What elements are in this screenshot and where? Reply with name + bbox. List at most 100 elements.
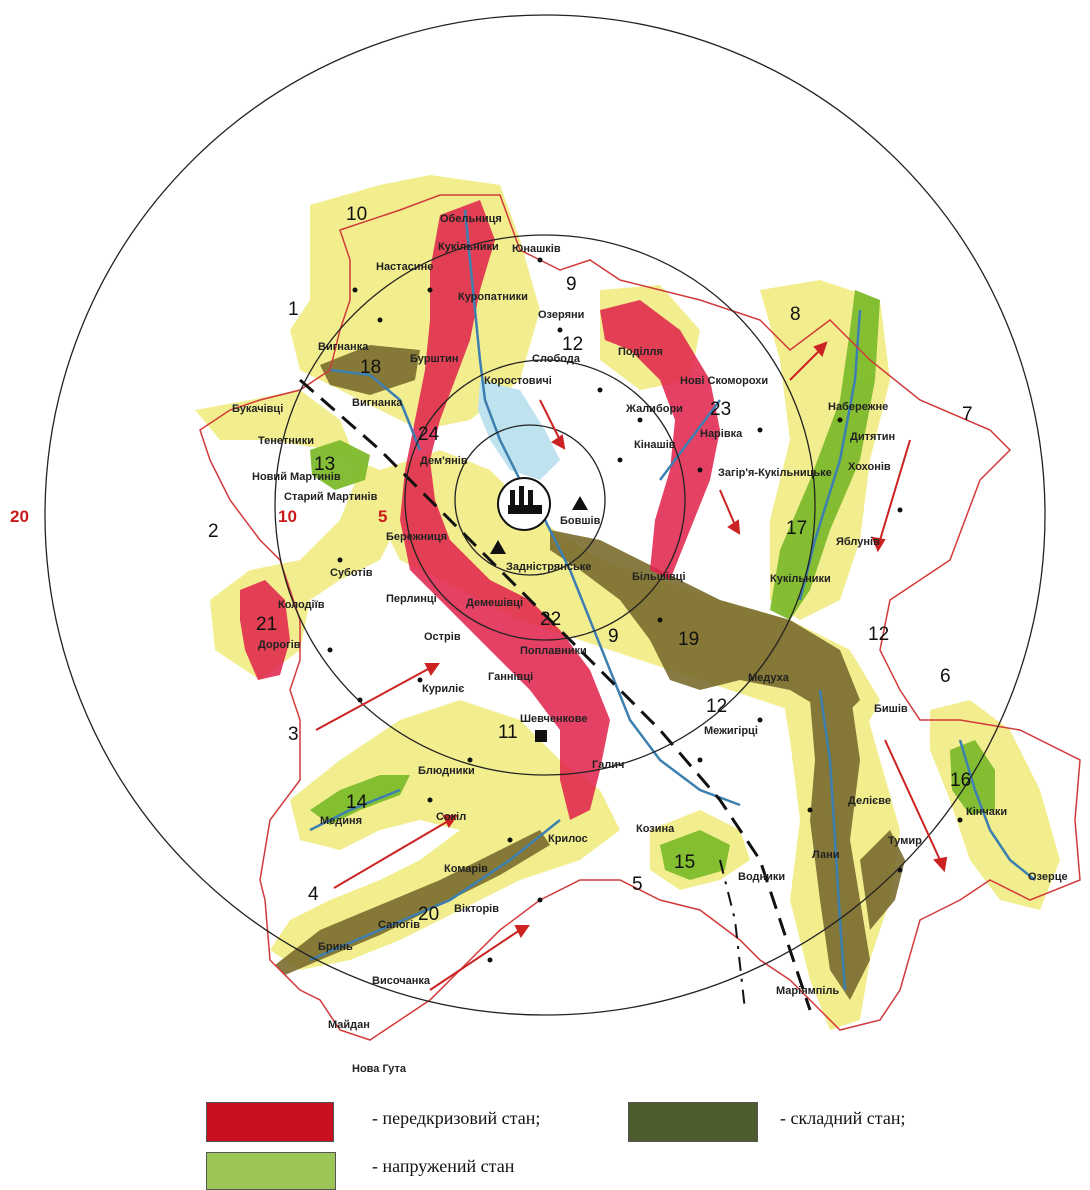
zone-southeast-olive bbox=[810, 690, 870, 1000]
place-label: Кінашів bbox=[634, 439, 676, 451]
zone-numbers: 1 2 3 4 5 6 7 8 9 9 10 11 12 12 12 12 13… bbox=[208, 204, 973, 925]
place-label: Шевченкове bbox=[520, 713, 587, 725]
legend-label-complex: - складний стан; bbox=[780, 1108, 906, 1128]
place-label: Дем'янів bbox=[420, 455, 468, 467]
zone-17 bbox=[770, 290, 880, 620]
zone-number: 19 bbox=[678, 629, 699, 650]
place-label: Яблунів bbox=[836, 536, 880, 548]
place-label: Нові Скоморохи bbox=[680, 375, 768, 387]
place-label: Жалибори bbox=[625, 403, 683, 415]
place-label: Дитятин bbox=[850, 431, 895, 443]
place-label: Юнашків bbox=[512, 243, 561, 255]
zone-number: 12 bbox=[562, 334, 583, 355]
river-8 bbox=[309, 788, 401, 832]
zone-number: 21 bbox=[256, 614, 277, 635]
zone-number: 8 bbox=[790, 304, 801, 325]
river-4 bbox=[309, 819, 561, 962]
place-label: Старий Мартинів bbox=[284, 491, 378, 503]
landmark-markers bbox=[490, 496, 588, 742]
place-label: Загір'я-Кукільницьке bbox=[718, 467, 832, 479]
place-label: Кукільники bbox=[770, 573, 831, 585]
place-label: Сокіл bbox=[436, 811, 466, 823]
place-label: Колодіїв bbox=[278, 599, 325, 611]
place-label: Обельниця bbox=[440, 213, 502, 225]
zone-number: 7 bbox=[962, 404, 973, 425]
place-label: Поплавники bbox=[520, 645, 587, 657]
place-label: Водники bbox=[738, 871, 785, 883]
zone-21 bbox=[240, 580, 290, 680]
triangle-marker-icon bbox=[572, 496, 588, 510]
zone-15 bbox=[660, 830, 730, 880]
zone-number: 24 bbox=[418, 424, 440, 445]
place-label: Озерце bbox=[1028, 871, 1068, 883]
place-label: Настасине bbox=[376, 261, 433, 273]
place-label: Височанка bbox=[372, 975, 431, 987]
fault-line-2 bbox=[719, 859, 746, 1011]
legend-swatch-pre-crisis bbox=[206, 1102, 334, 1142]
place-label: Нова Гута bbox=[352, 1063, 407, 1075]
zone-number: 12 bbox=[706, 696, 727, 717]
place-label: Перлинці bbox=[386, 593, 437, 605]
place-label: Слобода bbox=[532, 353, 581, 365]
fault-line bbox=[299, 378, 812, 1011]
pre-crisis-zones bbox=[240, 200, 720, 820]
legend-swatch-tense bbox=[206, 1152, 336, 1190]
zone-number: 15 bbox=[674, 852, 695, 873]
distance-rings bbox=[44, 14, 1046, 1016]
ring-label-5: 5 bbox=[378, 507, 387, 526]
ring-label-20: 20 bbox=[10, 507, 29, 526]
place-label: Тумир bbox=[888, 835, 922, 847]
zone-number: 9 bbox=[608, 626, 619, 647]
square-marker-icon bbox=[535, 730, 547, 742]
place-label: Тенетники bbox=[258, 435, 314, 447]
tense-state-zones bbox=[310, 290, 995, 880]
place-label: Куриліє bbox=[422, 683, 464, 695]
zone-number: 16 bbox=[950, 770, 971, 791]
settlement-labels: Обельниця Кукільники Юнашків Настасине К… bbox=[232, 213, 1068, 1075]
zone-number: 4 bbox=[308, 884, 319, 905]
river-7 bbox=[659, 399, 721, 481]
zone-number: 11 bbox=[498, 722, 518, 743]
place-label: Поділля bbox=[618, 346, 663, 358]
ring-label-10: 10 bbox=[278, 507, 297, 526]
zone-19 bbox=[550, 530, 860, 720]
place-label: Вікторів bbox=[454, 903, 499, 915]
place-label: Сапогів bbox=[378, 919, 420, 931]
place-label: Вигнанка bbox=[318, 341, 369, 353]
place-label: Демешівці bbox=[466, 597, 523, 609]
flow-arrows bbox=[315, 341, 948, 991]
zone-24-22 bbox=[400, 200, 610, 820]
zone-lanu-olive bbox=[860, 830, 905, 930]
place-label: Делієве bbox=[848, 795, 891, 807]
zone-14 bbox=[310, 775, 410, 825]
place-label: Набережне bbox=[828, 401, 888, 413]
place-label: Крилос bbox=[548, 833, 588, 845]
place-label: Кінчаки bbox=[966, 806, 1007, 818]
place-label: Суботів bbox=[330, 567, 373, 579]
place-label: Галич bbox=[592, 759, 624, 771]
river-5 bbox=[818, 689, 847, 991]
place-label: Бовшів bbox=[560, 515, 601, 527]
legend-label-pre-crisis: - передкризовий стан; bbox=[372, 1108, 541, 1128]
zone-number: 1 bbox=[288, 299, 299, 320]
place-label: Майдан bbox=[328, 1019, 370, 1031]
zone-18 bbox=[320, 345, 420, 395]
impact-zone-map: 20 10 5 1 2 3 4 5 6 7 8 9 9 10 11 12 12 … bbox=[10, 14, 1081, 1075]
river-6 bbox=[958, 739, 1036, 881]
legend: - передкризовий стан; - складний стан; -… bbox=[0, 1090, 1090, 1190]
legend-swatch-complex bbox=[628, 1102, 758, 1142]
place-label: Озеряни bbox=[538, 309, 584, 321]
zone-number: 12 bbox=[868, 624, 889, 645]
ring-5km bbox=[404, 359, 686, 641]
place-label: Нарівка bbox=[700, 428, 743, 440]
place-label: Ганнівці bbox=[488, 671, 533, 683]
zone-number: 22 bbox=[540, 609, 561, 630]
zone-20 bbox=[275, 830, 550, 975]
place-label: Лани bbox=[812, 849, 840, 861]
buffer-zone-south bbox=[270, 700, 620, 970]
reservoir bbox=[478, 380, 560, 480]
zone-number: 6 bbox=[940, 666, 951, 687]
place-label: Вигнанка bbox=[352, 397, 403, 409]
place-label: Букачівці bbox=[232, 403, 283, 415]
complex-state-zones bbox=[275, 345, 905, 1000]
